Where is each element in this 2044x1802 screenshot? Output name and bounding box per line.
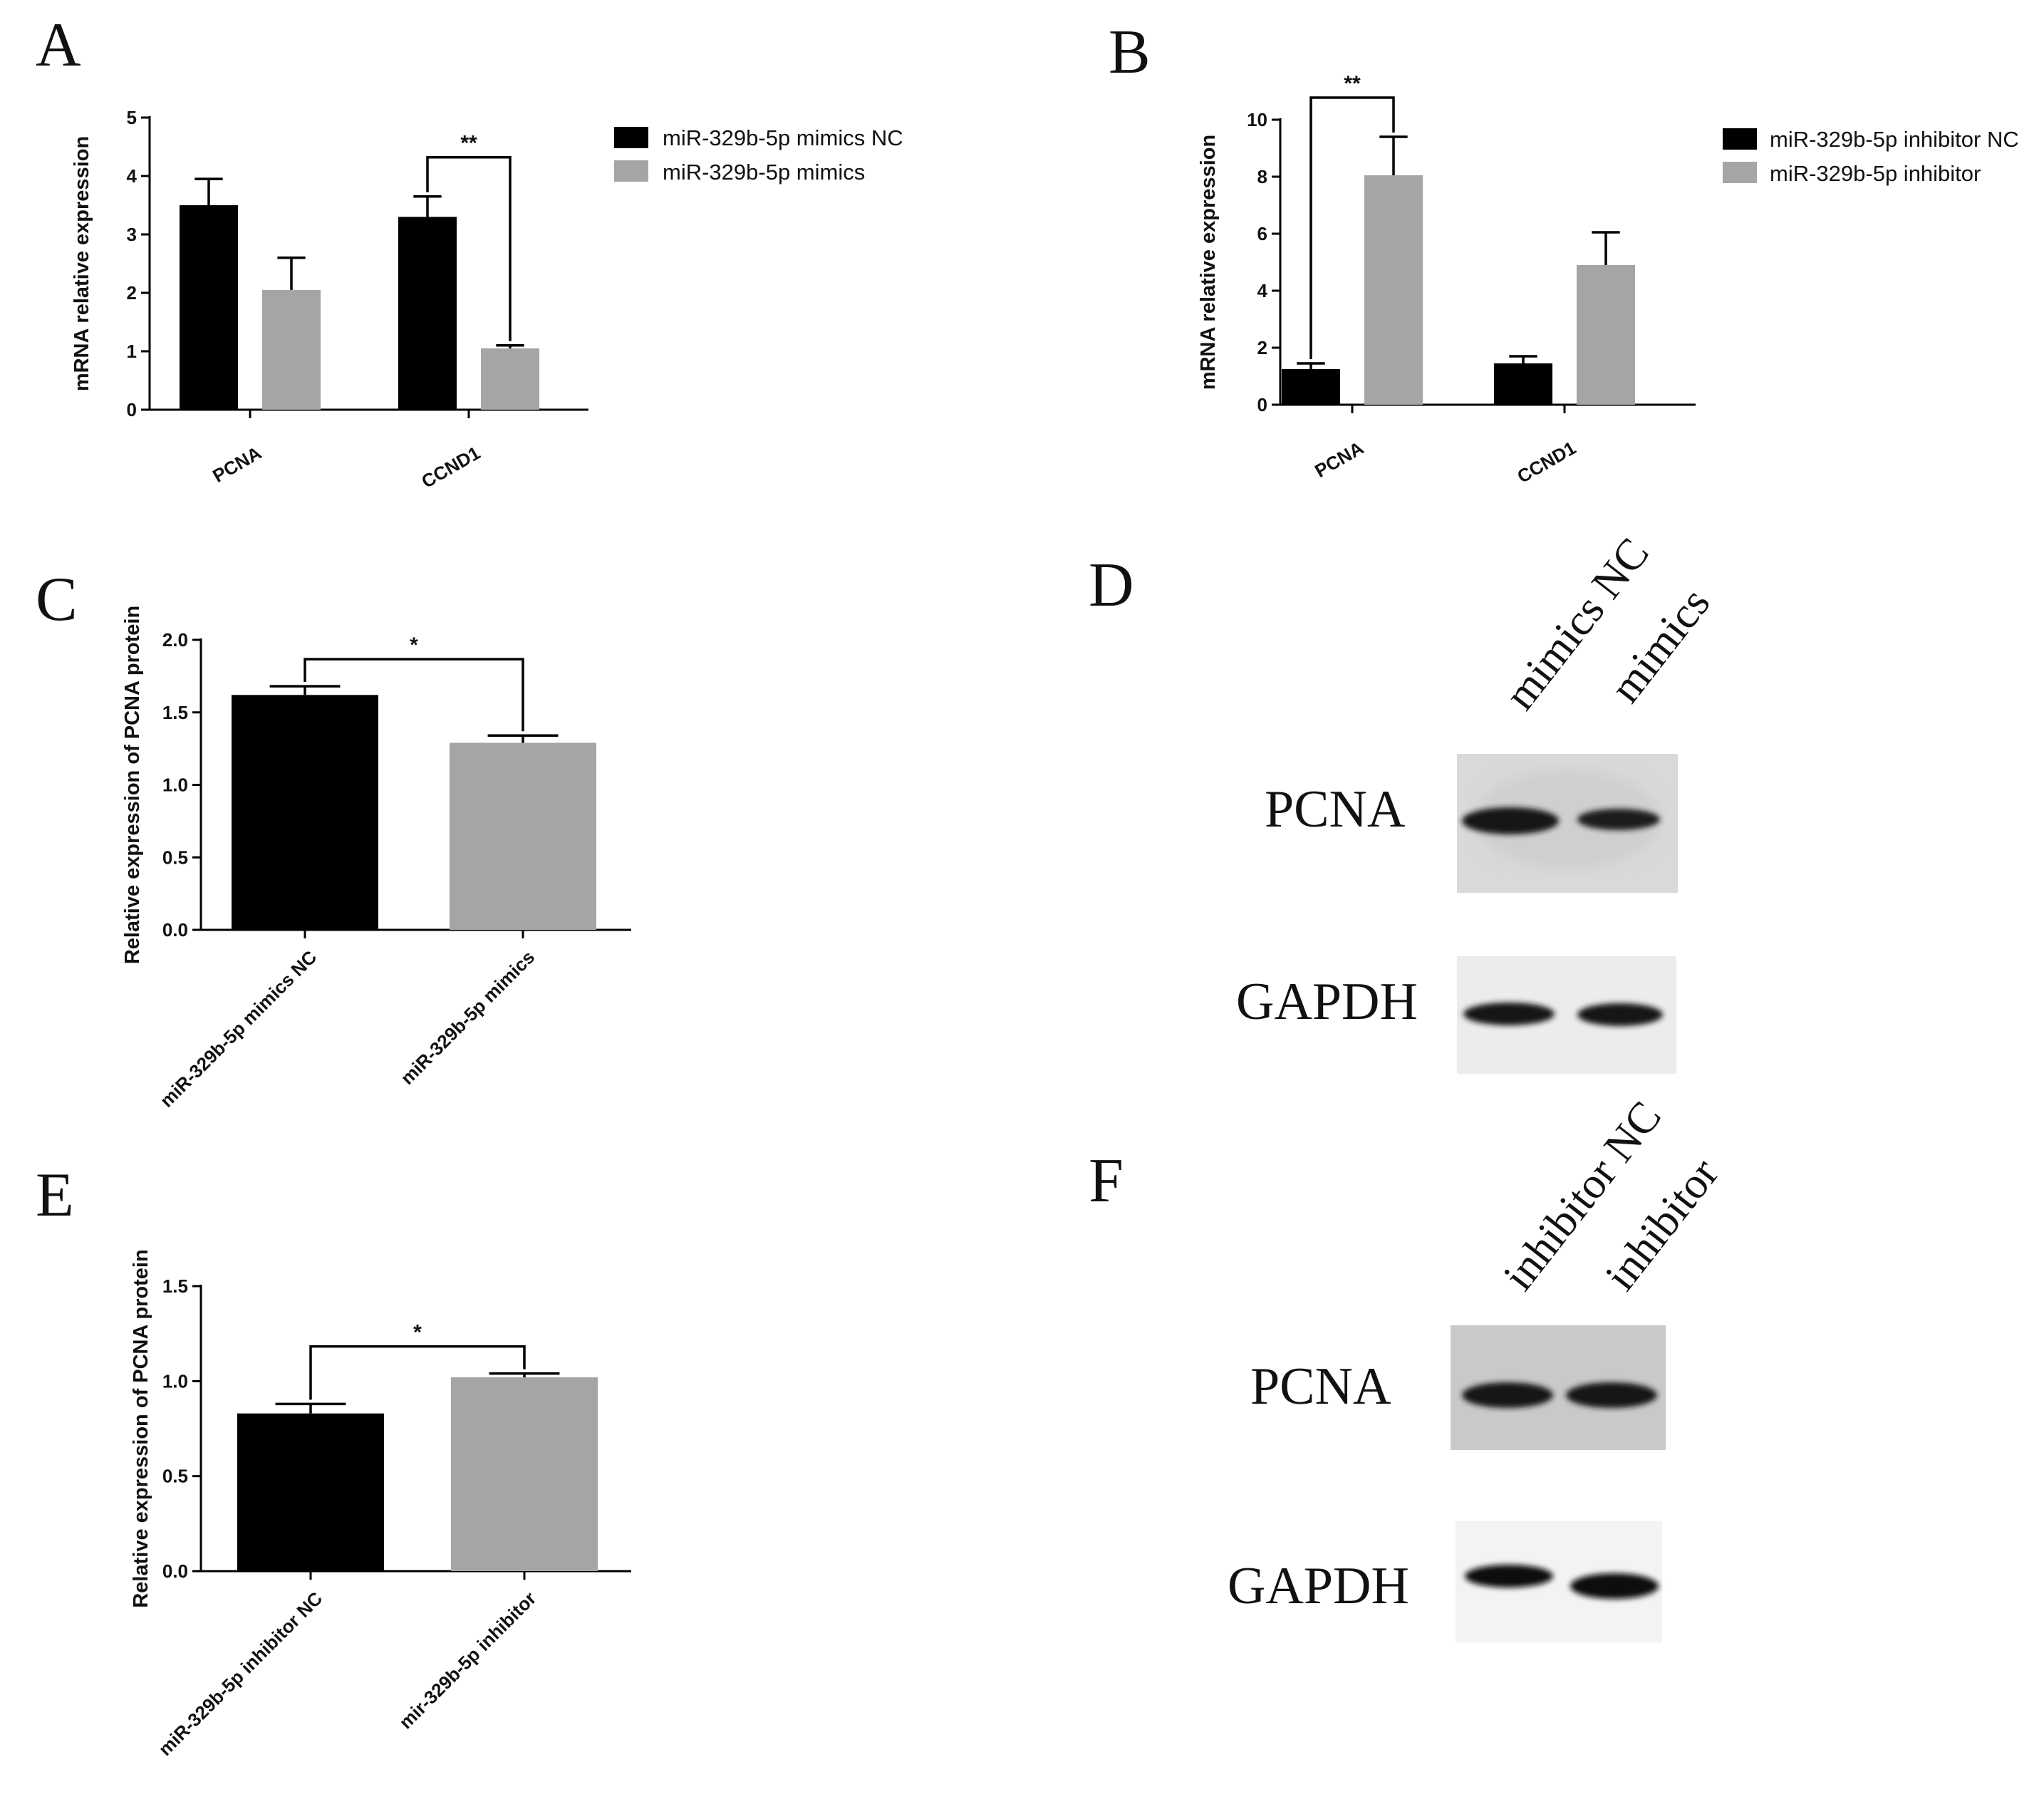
panel-a-y-tick-label: 0: [127, 399, 137, 420]
panel-e-y-tick-label: 0.5: [162, 1466, 188, 1487]
panel-a-significance-bracket: [426, 155, 512, 341]
panel-a-bar: [481, 348, 539, 410]
panel-c-significance-label: *: [410, 633, 418, 657]
legend-swatch-mimics-nc: [614, 127, 648, 148]
legend-label-inhibitor: miR-329b-5p inhibitor: [1770, 161, 1981, 186]
panel-c-y-tick-label: 2.0: [162, 629, 188, 651]
panel-b-y-tick-label: 6: [1257, 223, 1267, 244]
panel-e-y-axis-title: Relative expression of PCNA protein: [130, 1249, 152, 1607]
panel-e-significance-label: *: [413, 1321, 422, 1345]
legend-label-mimics-nc: miR-329b-5p mimics NC: [663, 125, 903, 150]
panel-a-y-tick-label: 5: [127, 107, 137, 128]
panel-b-significance-label: **: [1344, 72, 1361, 95]
panel-a-significance-label: **: [460, 132, 477, 155]
panel-b-y-tick-label: 0: [1257, 394, 1267, 415]
legend-panel-a: miR-329b-5p mimics NC miR-329b-5p mimics: [614, 125, 903, 185]
panel-e-y-tick-label: 1.5: [162, 1275, 188, 1297]
panel-c-bar: [232, 695, 378, 930]
panel-a-y-tick-label: 4: [127, 165, 138, 187]
blot-f-pcna-band-2: [1566, 1382, 1657, 1408]
panel-e-y-tick-label: 1.0: [162, 1370, 188, 1392]
panel-b-significance-bracket: [1309, 96, 1395, 359]
panel-b-y-tick-label: 8: [1257, 166, 1267, 187]
panel-letter-a: A: [36, 11, 81, 80]
blot-f-gapdh-band-1: [1465, 1565, 1553, 1588]
blot-d-pcna-membrane: [1457, 754, 1678, 893]
panel-b-bar: [1364, 175, 1423, 405]
panel-a-y-tick-label: 1: [127, 341, 137, 362]
blot-d-row-label-pcna: PCNA: [1265, 780, 1405, 839]
panel-c-bar: [450, 742, 596, 930]
panel-letter-e: E: [36, 1161, 74, 1230]
panel-a-bar: [398, 217, 457, 410]
panel-a-category-label: CCND1: [417, 442, 484, 492]
blot-d-pcna-band-1: [1462, 807, 1559, 834]
panel-b-category-label: PCNA: [1311, 437, 1367, 482]
panel-a-bar: [180, 205, 238, 410]
chart-panel-c: 0.0 0.5 1.0 1.5 2.0 Relative expression of PC…: [121, 606, 631, 1112]
blot-f-gapdh-membrane: [1456, 1521, 1662, 1642]
panel-letter-f: F: [1089, 1146, 1124, 1216]
panel-c-y-tick-label: 1.5: [162, 702, 188, 723]
panel-e-y-tick-label: 0.0: [162, 1560, 188, 1582]
blot-f-row-label-pcna: PCNA: [1250, 1357, 1391, 1416]
chart-panel-e: 0.0 0.5 1.0 1.5 Relative expression of PCNA …: [130, 1249, 631, 1760]
chart-panel-b: 0 2 4 6 8 10 mRNA relative expression PCNA CCND1…: [1197, 72, 1696, 487]
panel-b-y-tick-label: 4: [1257, 280, 1268, 301]
panel-c-y-tick-label: 0.5: [162, 846, 188, 868]
panel-a-y-axis-title: mRNA relative expression: [71, 136, 93, 391]
panel-e-bar: [451, 1377, 598, 1571]
panel-e-category-label: miR-329b-5p inhibitor NC: [154, 1588, 326, 1760]
panel-b-bar: [1282, 369, 1340, 405]
legend-panel-b: miR-329b-5p inhibitor NC miR-329b-5p inh…: [1723, 127, 2019, 186]
blot-f-gapdh-band-2: [1570, 1573, 1659, 1599]
legend-swatch-inhibitor-nc: [1723, 128, 1757, 150]
chart-panel-a: 0 1 2 3 4 5 mRNA relative expression PCNA CCND1 *…: [71, 107, 588, 492]
blot-panel-d: mimics NC mimics PCNA GAPDH: [1236, 529, 1719, 1074]
blot-f-row-label-gapdh: GAPDH: [1228, 1557, 1409, 1615]
panel-c-y-tick-label: 0.0: [162, 919, 188, 941]
blot-panel-f: inhibitor NC inhibitor PCNA GAPDH: [1228, 1092, 1728, 1642]
legend-swatch-mimics: [614, 160, 648, 182]
panel-a-bar: [262, 289, 321, 410]
blot-f-pcna-membrane: [1451, 1325, 1666, 1450]
panel-b-y-tick-label: 10: [1247, 109, 1267, 130]
legend-label-mimics: miR-329b-5p mimics: [663, 160, 865, 185]
blot-d-gapdh-band-1: [1463, 1003, 1555, 1025]
panel-e-bar: [237, 1413, 384, 1571]
panel-a-category-label: PCNA: [209, 442, 265, 487]
blot-d-gapdh-membrane: [1457, 956, 1676, 1074]
legend-label-inhibitor-nc: miR-329b-5p inhibitor NC: [1770, 127, 2019, 152]
panel-letter-d: D: [1089, 551, 1134, 620]
blot-f-pcna-band-1: [1462, 1382, 1553, 1408]
blot-d-pcna-band-2: [1577, 809, 1660, 830]
panel-b-bar: [1494, 363, 1552, 405]
panel-c-significance-bracket: [304, 658, 524, 732]
panel-b-y-axis-title: mRNA relative expression: [1197, 135, 1220, 390]
panel-c-category-label: miR-329b-5p mimics: [396, 946, 539, 1089]
panel-c-y-tick-label: 1.0: [162, 775, 188, 796]
panel-c-y-axis-title: Relative expression of PCNA protein: [121, 606, 144, 964]
panel-b-bar: [1577, 265, 1635, 405]
panel-e-category-label: mir-329b-5p inhibitor: [395, 1588, 540, 1733]
legend-swatch-inhibitor: [1723, 162, 1757, 183]
panel-a-y-tick-label: 3: [127, 224, 137, 245]
panel-b-category-label: CCND1: [1513, 437, 1579, 487]
panel-letter-c: C: [36, 565, 78, 634]
panel-c-category-label: miR-329b-5p mimics NC: [156, 946, 321, 1112]
panel-a-y-tick-label: 2: [127, 282, 137, 304]
panel-b-y-tick-label: 2: [1257, 337, 1267, 358]
blot-d-gapdh-band-2: [1577, 1003, 1663, 1026]
panel-letter-b: B: [1109, 18, 1151, 87]
panel-e-significance-bracket: [309, 1345, 526, 1400]
blot-d-row-label-gapdh: GAPDH: [1236, 973, 1418, 1031]
